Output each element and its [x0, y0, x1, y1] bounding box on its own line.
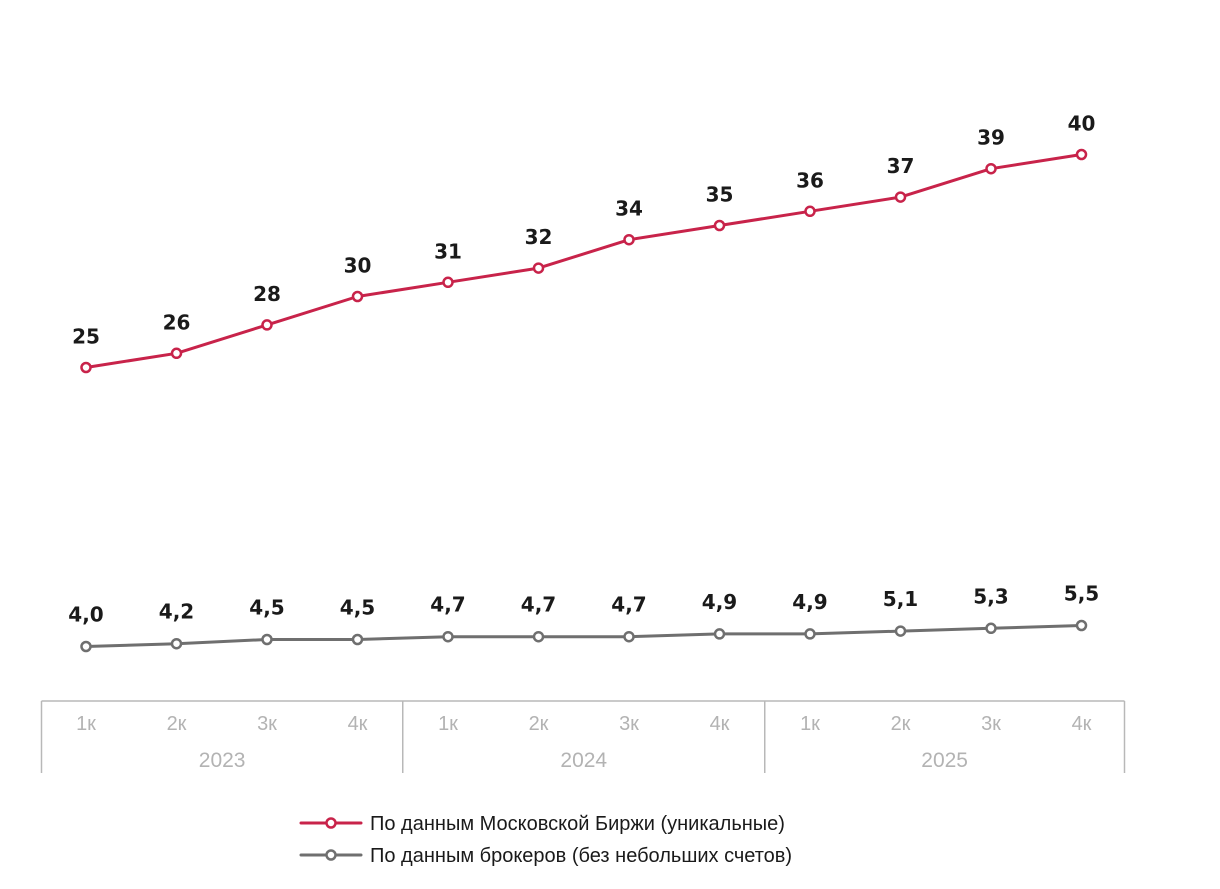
data-label: 4,0 — [68, 603, 103, 627]
x-tick-label: 3к — [619, 713, 639, 735]
data-label: 36 — [796, 168, 824, 192]
data-point — [623, 233, 635, 246]
data-label: 4,9 — [702, 590, 737, 614]
data-label: 34 — [615, 197, 643, 221]
legend-marker — [325, 817, 337, 829]
x-tick-label: 2к — [167, 713, 187, 735]
data-label: 25 — [72, 325, 100, 349]
x-tick-label: 4к — [348, 713, 368, 735]
data-label: 30 — [344, 254, 372, 278]
legend-marker — [325, 849, 337, 861]
data-label: 32 — [525, 225, 553, 249]
data-label: 4,7 — [611, 593, 646, 617]
data-label: 37 — [887, 154, 915, 178]
data-point — [532, 630, 545, 643]
data-point — [713, 628, 726, 640]
data-point — [351, 633, 364, 646]
data-point — [261, 633, 273, 646]
data-label: 4,7 — [430, 593, 465, 617]
x-tick-label: 1к — [76, 713, 96, 735]
data-point — [170, 637, 183, 650]
data-point — [894, 191, 907, 203]
data-label: 28 — [253, 282, 281, 306]
data-point — [442, 630, 454, 643]
data-point — [985, 162, 997, 175]
data-label: 4,5 — [340, 596, 375, 620]
data-label: 40 — [1068, 112, 1096, 136]
data-point — [804, 205, 816, 218]
data-label: 4,5 — [249, 596, 284, 620]
x-tick-label: 3к — [257, 713, 277, 735]
data-label: 5,5 — [1064, 582, 1099, 606]
data-point — [80, 361, 92, 374]
data-point — [170, 347, 183, 360]
data-point — [985, 622, 997, 635]
data-point — [442, 276, 454, 289]
data-label: 31 — [434, 239, 462, 263]
x-tick-label: 2к — [529, 713, 549, 735]
legend-label: По данным Московской Биржи (уникальные) — [370, 813, 785, 835]
data-label: 26 — [163, 310, 191, 334]
legend-label: По данным брокеров (без небольших счетов… — [370, 845, 792, 867]
data-label: 39 — [977, 126, 1005, 150]
data-label: 4,7 — [521, 593, 556, 617]
data-label: 5,1 — [883, 587, 918, 611]
series-line-1 — [84, 153, 1083, 369]
x-group-label: 2024 — [560, 749, 607, 772]
data-point — [532, 262, 545, 274]
x-tick-label: 3к — [981, 713, 1001, 735]
data-point — [1075, 148, 1088, 161]
data-point — [261, 319, 273, 331]
data-point — [80, 640, 92, 653]
data-label: 5,3 — [973, 584, 1008, 608]
x-tick-label: 4к — [1072, 713, 1092, 735]
data-point — [1075, 619, 1088, 632]
x-group-label: 2025 — [921, 749, 968, 772]
data-point — [351, 290, 364, 303]
x-tick-label: 1к — [438, 713, 458, 735]
data-point — [623, 630, 635, 643]
data-point — [713, 219, 726, 232]
x-tick-label: 4к — [710, 713, 730, 735]
data-label: 4,9 — [792, 590, 827, 614]
x-group-label: 2023 — [199, 749, 246, 772]
x-tick-label: 1к — [800, 713, 820, 735]
data-point — [894, 625, 907, 637]
data-label: 4,2 — [159, 600, 194, 624]
data-label: 35 — [706, 183, 734, 207]
data-point — [804, 628, 816, 640]
series-line-2 — [84, 624, 1083, 648]
x-tick-label: 2к — [891, 713, 911, 735]
